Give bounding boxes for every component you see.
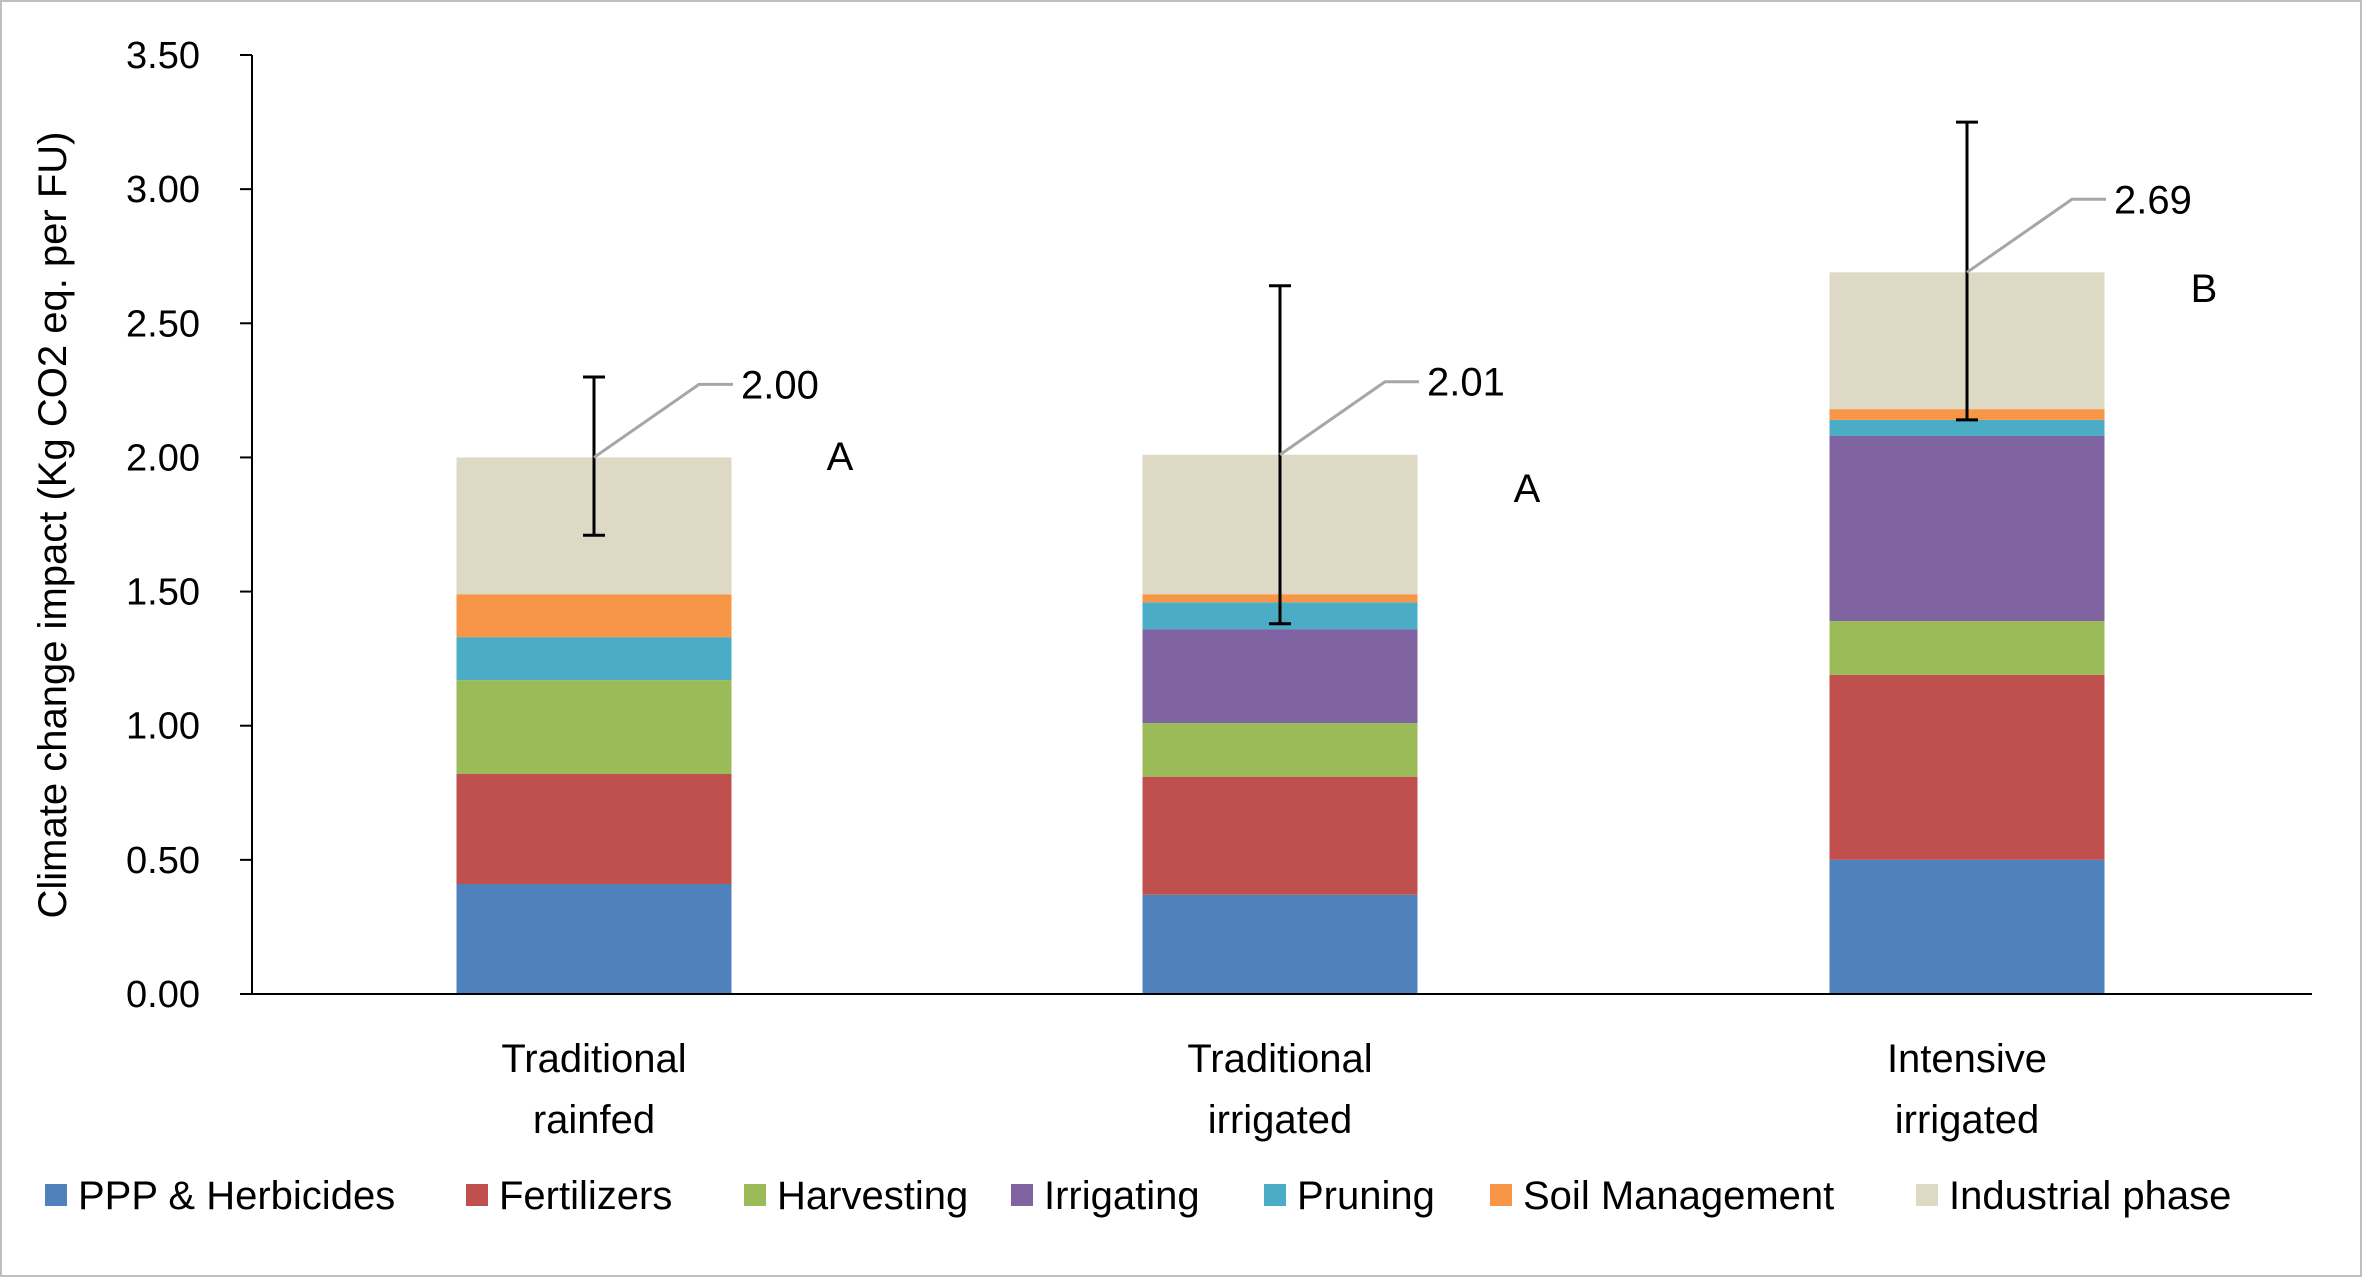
legend-item: Fertilizers [466,1174,672,1218]
bar-segment [1829,621,2105,675]
significance-letter: A [827,435,854,479]
data-label-leader-line [593,382,733,459]
bar-segment [456,884,732,994]
y-tick-label: 0.50 [126,840,200,882]
category-label: irrigated [1208,1098,1353,1142]
legend-label: Industrial phase [1949,1174,2231,1218]
legend-swatch [1011,1184,1033,1206]
legend-item: Irrigating [1011,1174,1200,1218]
bar-segment [1829,419,2105,436]
bar-segment [1829,674,2105,860]
legend-label: Fertilizers [499,1174,672,1218]
y-tick-label: 3.50 [126,35,200,77]
significance-letter: B [2191,267,2218,311]
data-label-leader-line [1966,197,2106,274]
legend-item: Soil Management [1490,1174,1834,1218]
y-tick-label: 1.00 [126,706,200,748]
bar-segment [1142,723,1418,777]
y-axis-label: Climate change impact (Kg CO2 eq. per FU… [31,132,75,919]
legend: PPP & Herbicides Fertilizers Harvesting Irr… [45,1174,2231,1218]
y-tick-label: 0.00 [126,974,200,1016]
legend-item: Harvesting [744,1174,968,1218]
bars-layer [456,272,2105,994]
bar-segment [456,680,732,775]
y-tick-label: 2.50 [126,303,200,345]
bar-segment [456,594,732,638]
category-label: irrigated [1895,1098,2040,1142]
bar-segment [1829,859,2105,994]
category-label: rainfed [533,1098,655,1142]
legend-item: PPP & Herbicides [45,1174,395,1218]
bar-segment [1142,894,1418,994]
legend-swatch [45,1184,67,1206]
legend-swatch [466,1184,488,1206]
bar-segment [1142,629,1418,724]
y-tick-label: 1.50 [126,572,200,614]
bar-segment [1829,435,2105,622]
bar-segment [456,637,732,681]
significance-letter: A [1514,467,1541,511]
bar-segment [1142,776,1418,895]
y-tick-label: 3.00 [126,169,200,211]
y-tick-label: 2.00 [126,437,200,479]
legend-label: Soil Management [1523,1174,1834,1218]
category-label: Traditional [501,1037,686,1081]
category-label: Traditional [1187,1037,1372,1081]
axes-layer: 0.00 0.50 1.00 1.50 2.00 2.50 3.00 3.50 Climate … [31,35,2312,1142]
legend-label: Irrigating [1044,1174,1200,1218]
legend-swatch [1916,1184,1938,1206]
bar-segment [456,774,732,885]
legend-label: Harvesting [777,1174,968,1218]
total-data-label: 2.00 [741,363,819,407]
legend-label: Pruning [1297,1174,1435,1218]
category-label: Intensive [1887,1037,2047,1081]
data-label-leader-line [1279,380,1419,456]
legend-swatch [1490,1184,1512,1206]
legend-item: Industrial phase [1916,1174,2231,1218]
legend-label: PPP & Herbicides [78,1174,395,1218]
legend-swatch [1264,1184,1286,1206]
legend-swatch [744,1184,766,1206]
total-data-label: 2.01 [1427,361,1505,405]
total-data-label: 2.69 [2114,178,2192,222]
legend-item: Pruning [1264,1174,1435,1218]
